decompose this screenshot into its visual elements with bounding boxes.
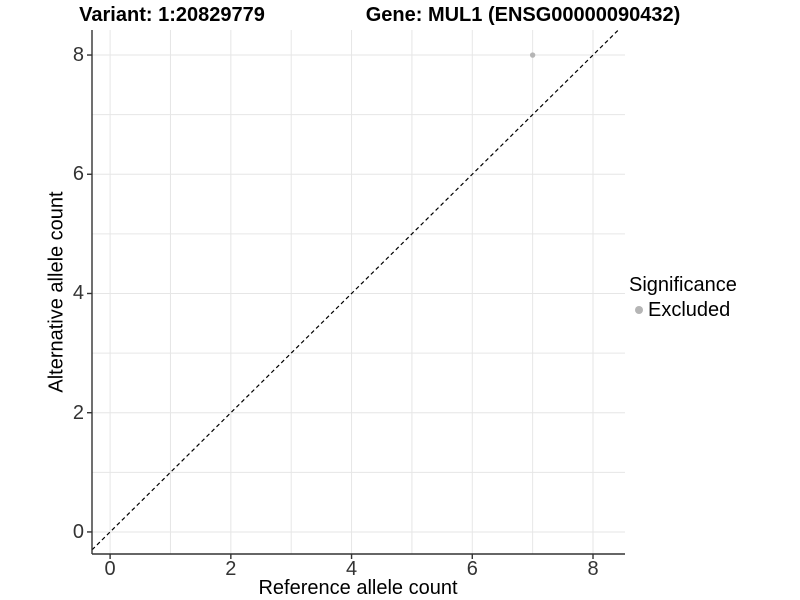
gene-title: Gene: MUL1 (ENSG00000090432) bbox=[365, 4, 681, 26]
x-tick-label: 4 bbox=[345, 558, 358, 580]
x-tick-label: 6 bbox=[466, 558, 478, 580]
y-tick-label: 2 bbox=[72, 401, 84, 424]
y-tick-label: 8 bbox=[72, 44, 84, 67]
y-tick-label: 6 bbox=[72, 163, 84, 186]
y-tick-label: 4 bbox=[72, 282, 84, 305]
x-tick-label: 2 bbox=[225, 558, 237, 580]
legend-title: Significance bbox=[629, 274, 737, 296]
legend-item-excluded: Excluded bbox=[629, 299, 737, 321]
variant-title: Variant: 1:20829779 bbox=[79, 4, 265, 26]
legend: Significance Excluded bbox=[629, 274, 737, 321]
excluded-point-icon bbox=[635, 306, 643, 314]
x-tick-label: 0 bbox=[104, 558, 116, 580]
x-tick-label: 8 bbox=[587, 558, 599, 580]
y-tick-label: 0 bbox=[72, 520, 84, 543]
x-axis-title: Reference allele count bbox=[258, 577, 458, 599]
legend-item-label: Excluded bbox=[648, 299, 731, 321]
data-point bbox=[529, 52, 536, 58]
y-axis-title: Alternative allele count bbox=[45, 191, 68, 393]
identity-line bbox=[91, 29, 619, 551]
